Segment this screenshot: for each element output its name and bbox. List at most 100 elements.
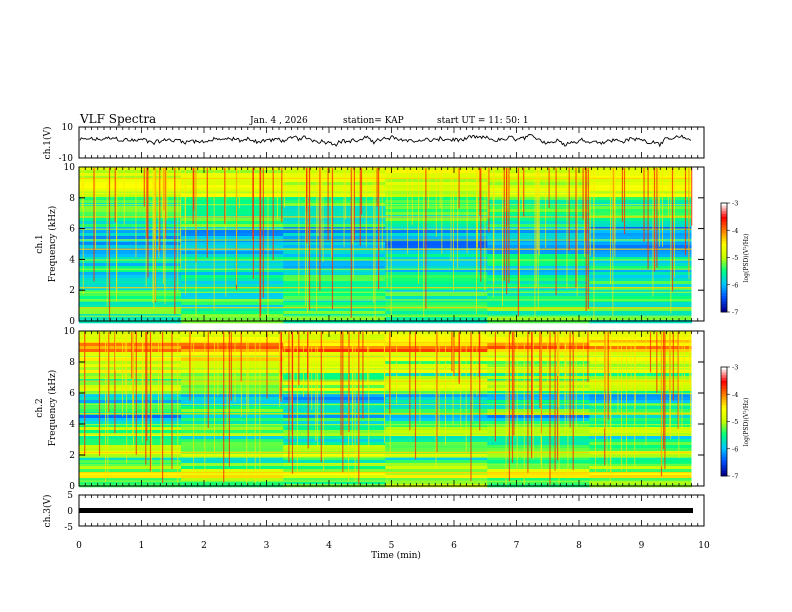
spectrogram-spike [143,168,145,207]
spectrogram-cell [283,391,386,395]
spectrogram-cell [385,320,488,324]
spectrogram-cell [589,173,692,177]
spectrogram-tone-line [79,291,692,293]
spectrogram-spike [114,168,116,223]
spectrogram-cell [79,254,182,258]
spectrogram-cell [487,397,590,401]
spectrogram-cell [589,245,692,249]
spectrogram-cell [79,400,182,404]
colorbar-step [721,252,727,256]
spectrogram-cell [79,433,182,437]
spectrogram-cell [487,436,590,440]
spectrogram-cell [589,281,692,285]
spectrogram-cell [181,170,284,174]
spectrogram-cell [589,397,692,401]
spectrogram-spike [105,332,106,483]
spectrogram-cell [181,331,284,335]
spectrogram-spike [223,332,225,483]
spectrogram-cell [487,448,590,452]
colorbar-tick-label: -6 [732,445,738,453]
spectrogram-cell [283,254,386,258]
spectrogram-spike [488,168,490,233]
spectrogram-cell [589,382,692,386]
spectrogram-empty [691,331,704,486]
spectrogram-cell [589,475,692,479]
spectrogram-cell [487,442,590,446]
spectrogram-cell [79,221,182,225]
spectrogram-cell [181,296,284,300]
x-tick-label: 4 [326,541,332,551]
spectrogram-cell [181,382,284,386]
spectrogram-cell [181,418,284,422]
ch1-waveform-line [79,134,692,148]
spectrogram-cell [487,472,590,476]
spectrogram-cell [487,445,590,449]
spectrogram-cell [487,358,590,362]
spectrogram-cell [181,236,284,240]
spectrogram-cell [487,364,590,368]
spectrogram-spike [146,332,148,441]
spectrogram-spike [162,332,164,484]
spectrogram-cell [283,185,386,189]
x-tick-label: 3 [264,541,270,551]
spectrogram-cell [181,167,284,171]
spectrogram-cell [283,478,386,482]
spectrogram-spike [193,332,195,480]
spectrogram-cell [589,466,692,470]
header-start-time: start UT = 11: 50: 1 [437,116,529,126]
spectrogram-cell [385,242,488,246]
spectrogram-tone-line [79,259,692,261]
spectrogram-cell [385,454,488,458]
spectrogram-cell [589,445,692,449]
spectrogram-cell [487,352,590,356]
spectrogram-cell [589,337,692,341]
colorbar-tick-label: -3 [732,200,738,208]
spectrogram-cell [589,278,692,282]
spectrogram-spike [160,332,162,477]
spectrogram-cell [79,457,182,461]
spectrogram-cell [283,206,386,210]
spectrogram-cell [385,305,488,309]
spectrogram-spike [519,168,520,289]
spectrogram-spike [214,332,215,453]
colorbar-step [721,380,727,384]
spectrogram-spike [307,168,308,313]
spectrogram-cell [385,275,488,279]
spectrogram-cell [283,275,386,279]
spectrogram-spike [259,332,261,482]
spectrogram-spike [316,168,318,311]
spectrogram-spike [342,332,344,473]
spectrogram-cell [589,340,692,344]
spectrogram-spike [582,168,584,220]
ch2-spectrogram-yticks: 0 2 4 6 8 10 [64,327,704,492]
spectrogram-cell [385,466,488,470]
spectrogram-cell [589,185,692,189]
spectrogram-spike [228,332,230,467]
spectrogram-cell [283,212,386,216]
ch1-colorbar-ticks: -3 -4 -5 -6 -7 [727,200,738,317]
spectrogram-ytick-label: 8 [69,194,75,204]
colorbar-step [721,290,727,294]
spectrogram-spike [603,332,605,429]
spectrogram-cell [487,454,590,458]
spectrogram-cell [79,340,182,344]
spectrogram-cell [589,361,692,365]
spectrogram-spike [605,332,607,388]
colorbar-step [721,440,727,444]
spectrogram-spike [593,168,595,268]
spectrogram-cell [283,269,386,273]
spectrogram-cell [79,478,182,482]
spectrogram-cell [79,358,182,362]
spectrogram-spike [108,168,111,321]
spectrogram-cell [283,385,386,389]
colorbar-step [721,454,727,458]
spectrogram-cell [283,173,386,177]
spectrogram-spike [280,332,282,402]
spectrogram-cell [589,391,692,395]
spectrogram-cell [487,317,590,321]
spectrogram-cell [589,349,692,353]
spectrogram-cell [283,352,386,356]
spectrogram-cell [79,331,182,335]
spectrogram-spike [664,332,666,470]
spectrogram-cell [385,475,488,479]
